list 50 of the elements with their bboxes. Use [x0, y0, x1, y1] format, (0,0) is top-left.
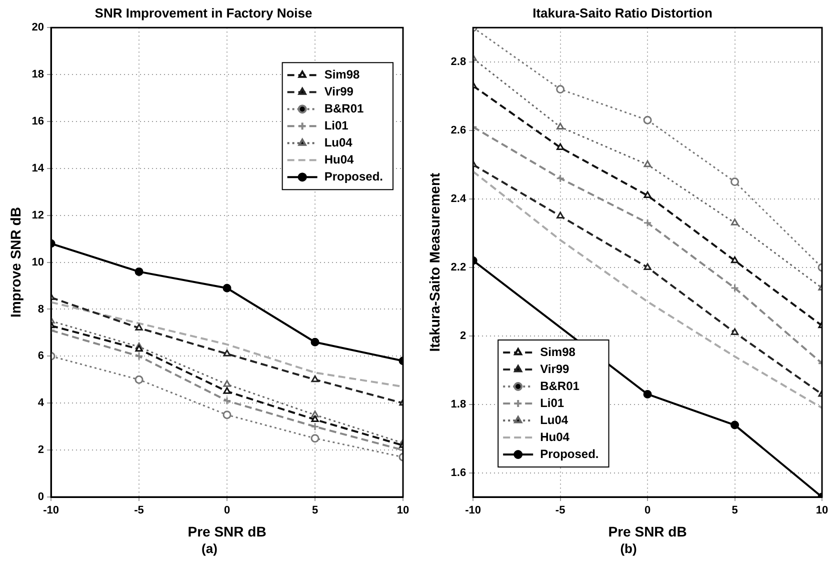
y-tick-label: 6: [38, 350, 44, 362]
y-axis-title: Improve SNR dB: [7, 207, 24, 318]
y-tick-label: 12: [32, 209, 44, 222]
x-tick-label: 5: [732, 504, 738, 517]
x-tick-label: -10: [465, 504, 482, 517]
x-axis-title: Pre SNR dB: [608, 523, 687, 540]
x-tick-label: -10: [43, 504, 59, 517]
y-tick-label: 10: [32, 256, 44, 268]
legend-label: Lu04: [324, 135, 353, 150]
legend-label: Vir99: [540, 362, 570, 376]
x-tick-label: 5: [312, 504, 318, 517]
y-tick-label: 14: [32, 162, 45, 174]
y-tick-label: 2.4: [450, 192, 467, 205]
y-tick-label: 2.2: [450, 261, 466, 274]
y-tick-label: 2: [460, 330, 466, 342]
x-tick-label: 10: [396, 504, 410, 517]
text: (a): [200, 541, 218, 556]
y-tick-label: 20: [32, 22, 44, 34]
x-tick-label: -5: [555, 504, 566, 517]
legend-label: Sim98: [324, 67, 360, 82]
legend-label: Hu04: [324, 152, 354, 166]
x-axis-title: Pre SNR dB: [188, 523, 266, 540]
y-tick-label: 1.6: [450, 467, 466, 480]
y-tick-label: 2: [38, 444, 44, 456]
text: (b): [619, 541, 638, 556]
y-tick-label: 0: [38, 491, 44, 504]
y-tick-label: 2.6: [450, 124, 466, 136]
legend-label: Hu04: [540, 430, 570, 444]
y-tick-label: 16: [32, 116, 44, 128]
legend-label: B&R01: [540, 378, 580, 393]
legend-label: Lu04: [540, 412, 568, 427]
y-tick-label: 1.8: [450, 398, 466, 411]
y-tick-label: 8: [38, 303, 44, 316]
chart-title: SNR Improvement in Factory Noise: [94, 5, 312, 20]
legend-label: Proposed.: [324, 169, 384, 184]
y-tick-label: 4: [38, 397, 45, 410]
x-tick-label: 0: [224, 504, 230, 517]
x-tick-label: 0: [644, 504, 651, 517]
x-tick-label: 10: [816, 504, 828, 517]
legend-label: B&R01: [324, 101, 364, 116]
legend-label: Sim98: [540, 344, 576, 359]
y-axis-title: Itakura-Saito Measurement: [426, 172, 442, 352]
legend-label: Li01: [324, 118, 349, 132]
legend-label: Li01: [540, 396, 564, 410]
y-tick-label: 2.8: [450, 56, 466, 68]
y-tick-label: 18: [32, 68, 44, 81]
x-tick-label: -5: [134, 504, 144, 517]
legend-label: Vir99: [324, 84, 354, 98]
chart-title: Itakura-Saito Ratio Distortion: [532, 5, 712, 20]
legend-label: Proposed.: [540, 446, 599, 461]
